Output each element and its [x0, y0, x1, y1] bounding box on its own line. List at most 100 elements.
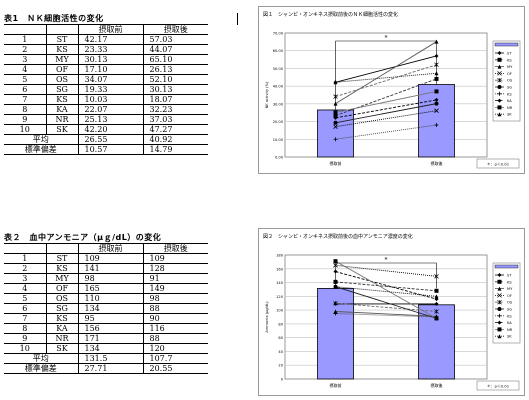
legend-label: OS: [507, 301, 513, 305]
data-point: [497, 57, 502, 62]
subject-id: MY: [45, 273, 78, 284]
table1-nk-activity: 摂取前 摂取後 1 ST 42.17 57.03 2 KS 23.33 44.07 3 MY 30.…: [4, 24, 208, 155]
value-before: 25.13: [77, 114, 143, 125]
legend-label: OF: [507, 294, 512, 298]
y-tick-label: 40: [278, 350, 283, 354]
row-number: 9: [4, 114, 46, 125]
data-point: [333, 94, 338, 99]
value-after: 120: [142, 343, 208, 354]
value-after: 149: [142, 283, 208, 294]
row-number: 1: [4, 34, 46, 45]
row-number: 10: [4, 124, 46, 135]
series-line: [333, 39, 439, 106]
data-point: [434, 309, 439, 314]
series-segment: [335, 311, 437, 317]
legend-label: NR: [507, 328, 513, 332]
value-after: 44.07: [142, 44, 208, 55]
data-point: [434, 89, 439, 94]
y-tick-label: 120: [276, 295, 284, 299]
significance-mark: *: [385, 35, 388, 42]
table2-sd-label: 標準偏差: [4, 363, 78, 374]
table1-sd-before: 10.57: [77, 144, 143, 155]
table2-header-after: 摂取後: [142, 243, 208, 254]
value-before: 141: [77, 263, 143, 274]
x-tick-label: 摂取後: [431, 382, 443, 388]
row-number: 5: [4, 293, 46, 304]
data-point: [434, 294, 439, 299]
data-point: [333, 263, 338, 268]
y-tick-label: 20.00: [273, 120, 284, 124]
table-row: 7 KS 10.03 18.07: [4, 94, 208, 105]
series-line: [333, 263, 439, 279]
data-point: [434, 53, 439, 58]
subject-id: MY: [45, 54, 78, 65]
value-before: 10.03: [77, 94, 143, 105]
row-number: 7: [4, 94, 46, 105]
data-point: [497, 91, 502, 96]
value-after: 98: [142, 293, 208, 304]
table-row: 9 NR 25.13 37.03: [4, 114, 208, 125]
note-text: ＊：p＜0.01: [487, 162, 510, 167]
table-row: 1 ST 109 109: [4, 253, 208, 264]
series-line: [333, 76, 439, 118]
chart-title: 図１ シャンピ・オンキネス摂取前後のＮＫ細胞活性の変化: [263, 11, 398, 18]
data-point: [333, 124, 338, 129]
plot-area: [284, 32, 488, 158]
subject-id: KS: [45, 44, 78, 55]
subject-id: OS: [45, 293, 78, 304]
subject-id: OF: [45, 64, 78, 75]
y-tick-label: 70.00: [273, 32, 284, 36]
y-tick-label: 0: [281, 378, 284, 382]
series-line: [333, 97, 439, 120]
legend-label: KS: [507, 92, 512, 96]
note-box: [476, 158, 520, 169]
y-tick-label: 10.00: [273, 138, 284, 142]
table-row: 3 MY 98 91: [4, 273, 208, 284]
row-number: 2: [4, 44, 46, 55]
value-before: 98: [77, 273, 143, 284]
y-tick-label: 100: [276, 309, 284, 313]
y-tick-label: 40.00: [273, 85, 284, 89]
series-line: [333, 71, 439, 85]
value-after: 91: [142, 273, 208, 284]
series-line: [333, 300, 439, 314]
subject-id: SG: [45, 303, 78, 314]
row-number: 6: [4, 303, 46, 314]
data-point: [434, 76, 439, 81]
table1-header-after: 摂取後: [142, 24, 208, 35]
table1-header-row: 摂取前 摂取後: [4, 24, 208, 35]
table2-mean-before: 131.5: [77, 353, 143, 364]
series-segment: [335, 72, 437, 83]
data-point: [497, 313, 502, 318]
table2-sd-row: 標準偏差 27.71 20.55: [4, 363, 208, 374]
legend-label: SK: [507, 113, 512, 117]
data-point: [497, 98, 502, 103]
data-point: [434, 71, 439, 76]
series-segment: [335, 260, 437, 319]
note-box: [476, 380, 520, 391]
y-tick-label: 30.00: [273, 102, 284, 106]
series-segment: [335, 302, 437, 312]
table1-header-before: 摂取前: [77, 24, 143, 35]
table1-header-cell: [4, 24, 46, 35]
table2-sd-before: 27.71: [77, 363, 143, 374]
y-tick-label: 20: [278, 364, 283, 368]
series-segment: [335, 90, 437, 113]
row-number: 9: [4, 333, 46, 344]
data-point: [434, 39, 439, 44]
value-after: 90: [142, 313, 208, 324]
table1-mean-label: 平均: [4, 134, 78, 145]
legend-label: ST: [507, 52, 512, 56]
value-before: 30.13: [77, 54, 143, 65]
table-row: 9 NR 171 88: [4, 333, 208, 344]
legend-label: KS: [507, 280, 512, 284]
data-point: [434, 301, 439, 306]
value-after: 47.27: [142, 124, 208, 135]
note-text: ＊：p＜0.01: [487, 384, 510, 389]
row-number: 1: [4, 253, 46, 264]
data-point: [497, 105, 502, 110]
chart1-nk-activity: 図１ シャンピ・オンキネス摂取前後のＮＫ細胞活性の変化 0.00 10.00 20.0…: [258, 6, 525, 174]
value-after: 30.13: [142, 84, 208, 95]
legend-label: KS: [507, 58, 512, 62]
series-segment: [335, 264, 437, 277]
